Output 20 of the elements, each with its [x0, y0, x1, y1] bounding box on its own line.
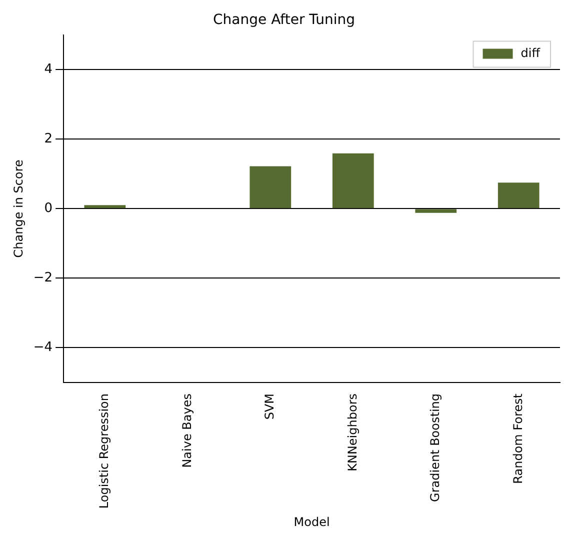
x-tick-label: SVM — [262, 393, 277, 420]
bar — [498, 182, 540, 208]
bar — [84, 205, 126, 208]
x-tick-label: Logistic Regression — [97, 393, 112, 509]
bar — [415, 209, 457, 213]
y-axis-title: Change in Score — [11, 160, 26, 258]
x-tick-label: Random Forest — [510, 393, 525, 484]
y-tick-label: −2 — [33, 270, 53, 286]
y-tick-label: 4 — [44, 62, 53, 77]
legend-label: diff — [520, 46, 541, 60]
bar — [250, 166, 292, 208]
x-axis-title: Model — [294, 514, 330, 529]
y-tick-label: −4 — [33, 340, 53, 356]
bar — [332, 153, 374, 208]
x-tick-label: Naive Bayes — [180, 393, 194, 468]
y-tick-label: 2 — [44, 131, 53, 146]
y-tick-label: 0 — [44, 201, 53, 216]
chart-title: Change After Tuning — [213, 12, 355, 28]
x-tick-label: Gradient Boosting — [428, 393, 442, 502]
x-tick-label: KNNeighbors — [345, 393, 360, 472]
